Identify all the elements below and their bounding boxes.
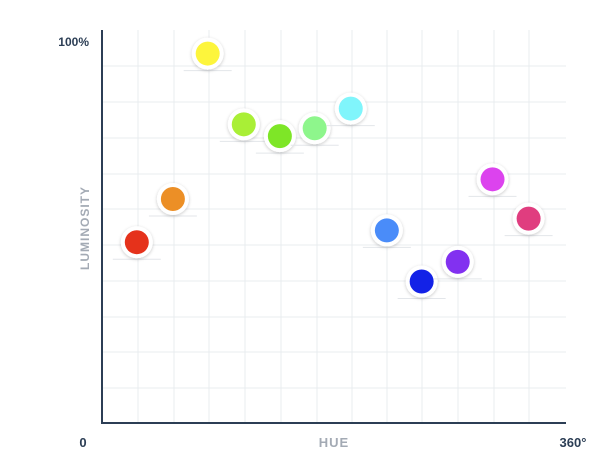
data-point-marker	[338, 96, 363, 121]
data-point-marker	[195, 41, 220, 66]
data-point	[183, 37, 232, 72]
axes	[101, 30, 566, 424]
y-max-tick-label: 100%	[58, 35, 89, 49]
data-points	[112, 37, 553, 300]
data-point	[290, 112, 339, 146]
data-point-marker	[445, 249, 470, 274]
data-point	[504, 202, 553, 237]
data-point	[468, 163, 517, 197]
data-point-marker	[302, 116, 327, 141]
x-axis-title: HUE	[319, 435, 349, 450]
data-point	[362, 214, 411, 248]
data-point-marker	[267, 124, 292, 149]
data-point	[397, 265, 446, 300]
data-point	[255, 120, 304, 154]
data-point	[219, 108, 268, 142]
data-point	[148, 182, 197, 217]
data-point-marker	[480, 167, 505, 192]
data-point-marker	[374, 218, 399, 243]
data-point-marker	[124, 230, 149, 255]
y-axis-title: LUMINOSITY	[78, 186, 92, 270]
grid	[103, 30, 566, 422]
data-point	[433, 245, 482, 280]
data-point	[326, 92, 375, 127]
data-point-marker	[231, 112, 256, 137]
data-point-marker	[409, 269, 434, 294]
x-min-tick-label: 0	[79, 435, 86, 450]
data-point-marker	[160, 186, 185, 211]
data-point	[112, 226, 161, 260]
data-point-marker	[516, 206, 541, 231]
x-max-tick-label: 360°	[560, 435, 587, 450]
axis-labels: 100% 0 360° HUE LUMINOSITY	[58, 35, 586, 450]
